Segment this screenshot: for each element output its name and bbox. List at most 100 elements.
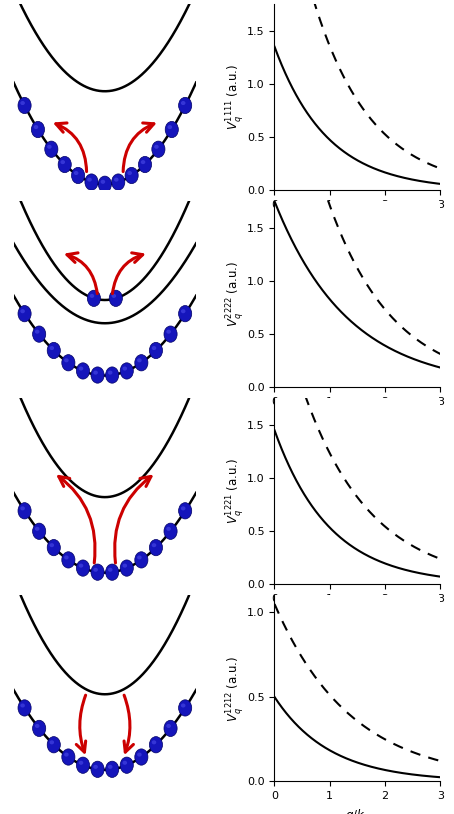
Ellipse shape — [49, 346, 54, 350]
Ellipse shape — [20, 101, 25, 105]
Ellipse shape — [166, 724, 171, 728]
Ellipse shape — [181, 101, 186, 105]
Ellipse shape — [135, 355, 148, 371]
Ellipse shape — [93, 765, 98, 769]
Ellipse shape — [120, 363, 133, 379]
Ellipse shape — [112, 294, 116, 298]
Ellipse shape — [168, 125, 172, 129]
Ellipse shape — [166, 527, 171, 531]
Ellipse shape — [137, 555, 142, 559]
Ellipse shape — [79, 761, 83, 765]
Ellipse shape — [87, 177, 92, 182]
Ellipse shape — [31, 121, 44, 138]
Y-axis label: $V_q^{1111}$ (a.u.): $V_q^{1111}$ (a.u.) — [224, 64, 246, 130]
Ellipse shape — [181, 309, 186, 313]
Ellipse shape — [35, 724, 39, 728]
Ellipse shape — [18, 98, 31, 114]
Ellipse shape — [152, 346, 156, 350]
Ellipse shape — [18, 305, 31, 322]
Ellipse shape — [91, 761, 104, 777]
Ellipse shape — [79, 563, 83, 567]
Ellipse shape — [72, 168, 84, 184]
Ellipse shape — [20, 506, 25, 510]
Ellipse shape — [58, 156, 71, 173]
X-axis label: $q/k_F$: $q/k_F$ — [345, 413, 370, 430]
Ellipse shape — [18, 700, 31, 716]
Ellipse shape — [33, 720, 46, 737]
Ellipse shape — [165, 121, 178, 138]
Ellipse shape — [181, 703, 186, 707]
Ellipse shape — [109, 290, 123, 306]
Ellipse shape — [49, 740, 54, 744]
Ellipse shape — [152, 543, 156, 547]
Ellipse shape — [106, 761, 119, 777]
Ellipse shape — [125, 168, 138, 184]
Ellipse shape — [101, 180, 105, 184]
Ellipse shape — [141, 160, 145, 164]
Ellipse shape — [166, 330, 171, 334]
Ellipse shape — [64, 555, 69, 559]
Ellipse shape — [47, 145, 52, 149]
Ellipse shape — [112, 174, 125, 190]
Ellipse shape — [123, 563, 127, 567]
Ellipse shape — [93, 370, 98, 374]
Ellipse shape — [164, 326, 177, 342]
Y-axis label: $V_q^{1221}$ (a.u.): $V_q^{1221}$ (a.u.) — [224, 458, 246, 524]
Ellipse shape — [20, 703, 25, 707]
Ellipse shape — [47, 737, 60, 753]
Ellipse shape — [91, 367, 104, 383]
Ellipse shape — [91, 564, 104, 580]
Ellipse shape — [149, 343, 163, 359]
Ellipse shape — [152, 141, 165, 157]
Ellipse shape — [33, 523, 46, 540]
Ellipse shape — [106, 367, 119, 383]
Ellipse shape — [152, 740, 156, 744]
Y-axis label: $V_q^{1212}$ (a.u.): $V_q^{1212}$ (a.u.) — [224, 655, 246, 721]
Ellipse shape — [178, 98, 192, 114]
Ellipse shape — [108, 567, 113, 571]
Ellipse shape — [85, 174, 98, 190]
Ellipse shape — [178, 700, 192, 716]
X-axis label: $q/k_F$: $q/k_F$ — [345, 807, 370, 814]
Ellipse shape — [137, 358, 142, 362]
Ellipse shape — [76, 363, 89, 379]
Ellipse shape — [20, 309, 25, 313]
Ellipse shape — [181, 506, 186, 510]
Ellipse shape — [60, 160, 65, 164]
Ellipse shape — [106, 564, 119, 580]
Ellipse shape — [99, 176, 111, 192]
Ellipse shape — [35, 527, 39, 531]
Ellipse shape — [108, 765, 113, 769]
X-axis label: $q/k_F$: $q/k_F$ — [345, 610, 370, 627]
Ellipse shape — [178, 503, 192, 519]
Ellipse shape — [47, 343, 60, 359]
X-axis label: $q/k_F$: $q/k_F$ — [345, 216, 370, 232]
Ellipse shape — [76, 560, 89, 576]
Ellipse shape — [135, 749, 148, 765]
Ellipse shape — [93, 567, 98, 571]
Ellipse shape — [149, 737, 163, 753]
Ellipse shape — [33, 326, 46, 342]
Ellipse shape — [178, 305, 192, 322]
Ellipse shape — [108, 370, 113, 374]
Ellipse shape — [62, 749, 75, 765]
Ellipse shape — [64, 753, 69, 757]
Ellipse shape — [49, 543, 54, 547]
Ellipse shape — [62, 355, 75, 371]
Ellipse shape — [164, 720, 177, 737]
Ellipse shape — [47, 540, 60, 556]
Ellipse shape — [62, 552, 75, 568]
Ellipse shape — [138, 156, 152, 173]
Ellipse shape — [137, 753, 142, 757]
Ellipse shape — [120, 560, 133, 576]
Ellipse shape — [128, 171, 132, 175]
Ellipse shape — [135, 552, 148, 568]
Ellipse shape — [74, 171, 79, 175]
Ellipse shape — [89, 294, 94, 298]
Ellipse shape — [164, 523, 177, 540]
Ellipse shape — [79, 366, 83, 370]
Ellipse shape — [120, 757, 133, 773]
Ellipse shape — [35, 330, 39, 334]
Ellipse shape — [149, 540, 163, 556]
Ellipse shape — [18, 503, 31, 519]
